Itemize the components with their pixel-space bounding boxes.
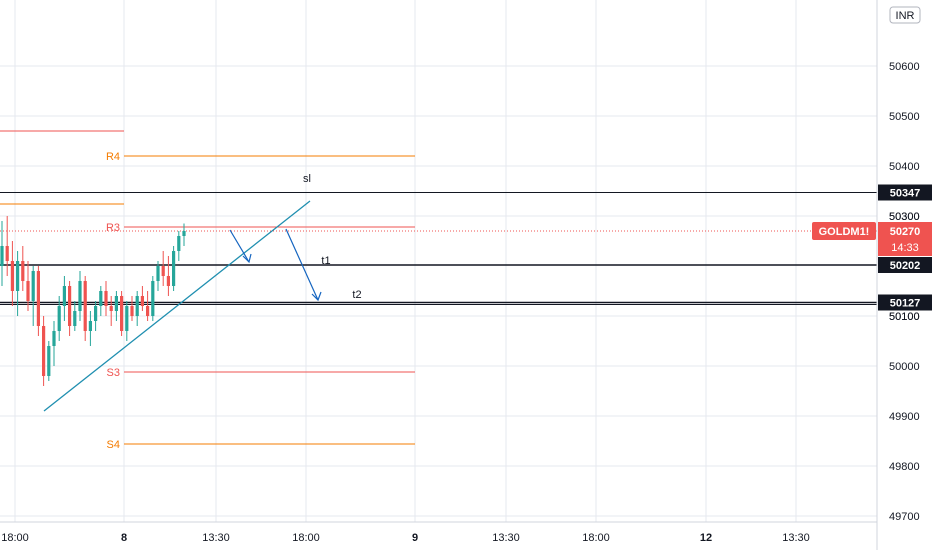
last-price-badge: 50270 bbox=[890, 226, 921, 238]
candle-body-19 bbox=[99, 291, 103, 306]
candle-body-4 bbox=[21, 261, 25, 281]
candle-body-6 bbox=[31, 271, 35, 301]
candle-body-25 bbox=[130, 306, 134, 316]
candle-body-15 bbox=[78, 281, 82, 311]
axis-badge-bg-1 bbox=[878, 257, 932, 273]
level-label-t1: t1 bbox=[321, 255, 330, 267]
candle-body-3 bbox=[16, 261, 20, 291]
projection-arrow-2-head bbox=[311, 291, 322, 302]
axis-badge-0: 50347 bbox=[890, 188, 921, 200]
x-tick-label-7: 12 bbox=[700, 532, 712, 544]
candle-body-16 bbox=[83, 281, 87, 331]
candle-body-2 bbox=[10, 261, 14, 291]
y-tick-label-extra-0: 50300 bbox=[889, 211, 920, 223]
axis-badge-2: 50127 bbox=[890, 298, 921, 310]
currency-label: INR bbox=[896, 10, 915, 22]
candle-body-7 bbox=[36, 271, 40, 326]
y-tick-label-7: 49800 bbox=[889, 461, 920, 473]
candle-body-1 bbox=[5, 246, 9, 261]
projection-arrow-2 bbox=[285, 228, 319, 301]
currency-box bbox=[889, 6, 921, 24]
y-tick-label-8: 49700 bbox=[889, 511, 920, 523]
y-tick-label-6: 49900 bbox=[889, 411, 920, 423]
x-tick-label-8: 13:30 bbox=[782, 532, 810, 544]
last-price-badge-bg bbox=[878, 222, 932, 256]
candle-body-21 bbox=[109, 306, 113, 311]
projection-arrow-1-head bbox=[242, 253, 252, 264]
x-tick-label-0: 18:00 bbox=[1, 532, 29, 544]
candle-body-26 bbox=[135, 296, 139, 316]
candle-body-29 bbox=[151, 281, 155, 316]
countdown-timer: 14:33 bbox=[891, 242, 919, 254]
y-tick-label-1: 50500 bbox=[889, 111, 920, 123]
candle-body-28 bbox=[146, 306, 150, 316]
axis-badge-1: 50202 bbox=[890, 260, 921, 272]
candle-body-13 bbox=[68, 286, 72, 326]
y-tick-label-extra-1: 50100 bbox=[889, 311, 920, 323]
x-tick-label-2: 13:30 bbox=[202, 532, 230, 544]
trendline bbox=[43, 200, 311, 412]
candle-body-0 bbox=[0, 246, 4, 266]
candle-body-14 bbox=[73, 311, 77, 326]
candle-body-11 bbox=[57, 306, 61, 331]
x-tick-label-4: 9 bbox=[412, 532, 418, 544]
candle-body-8 bbox=[42, 326, 46, 376]
candle-body-10 bbox=[52, 331, 56, 346]
candle-body-32 bbox=[166, 276, 170, 286]
pivot-label-r4: R4 bbox=[106, 151, 120, 163]
pivot-label-s4: S4 bbox=[107, 439, 120, 451]
axis-badge-bg-0 bbox=[878, 184, 932, 201]
candle-body-9 bbox=[47, 346, 51, 376]
level-label-t2: t2 bbox=[352, 289, 361, 301]
candle-body-31 bbox=[161, 266, 165, 276]
candle-body-33 bbox=[172, 251, 176, 286]
axis-badge-bg-2 bbox=[878, 294, 932, 311]
y-tick-label-4: 50100 bbox=[889, 311, 920, 323]
candle-body-24 bbox=[125, 306, 129, 331]
y-tick-label-0: 50600 bbox=[889, 61, 920, 73]
y-tick-label-5: 50000 bbox=[889, 361, 920, 373]
symbol-tag: GOLDM1! bbox=[819, 226, 870, 238]
candle-body-27 bbox=[140, 296, 144, 306]
candle-body-17 bbox=[88, 321, 92, 331]
projection-arrow-1 bbox=[229, 229, 250, 263]
candle-body-23 bbox=[120, 296, 124, 331]
y-tick-label-3: 50300 bbox=[889, 211, 920, 223]
candle-body-22 bbox=[114, 296, 118, 311]
level-label-sl: sl bbox=[303, 173, 311, 185]
candle-body-5 bbox=[26, 281, 30, 301]
x-tick-label-1: 8 bbox=[121, 532, 127, 544]
candle-body-34 bbox=[177, 236, 181, 251]
candle-body-12 bbox=[62, 286, 66, 306]
x-tick-label-5: 13:30 bbox=[492, 532, 520, 544]
pivot-label-r3: R3 bbox=[106, 222, 120, 234]
candle-body-35 bbox=[182, 231, 186, 236]
pivot-label-s3: S3 bbox=[107, 367, 120, 379]
candle-body-30 bbox=[156, 266, 160, 281]
y-tick-label-2: 50400 bbox=[889, 161, 920, 173]
x-tick-label-6: 18:00 bbox=[582, 532, 610, 544]
candle-body-20 bbox=[104, 291, 108, 306]
symbol-tag-bg bbox=[812, 222, 876, 240]
x-tick-label-3: 18:00 bbox=[292, 532, 320, 544]
candle-body-18 bbox=[94, 306, 98, 321]
